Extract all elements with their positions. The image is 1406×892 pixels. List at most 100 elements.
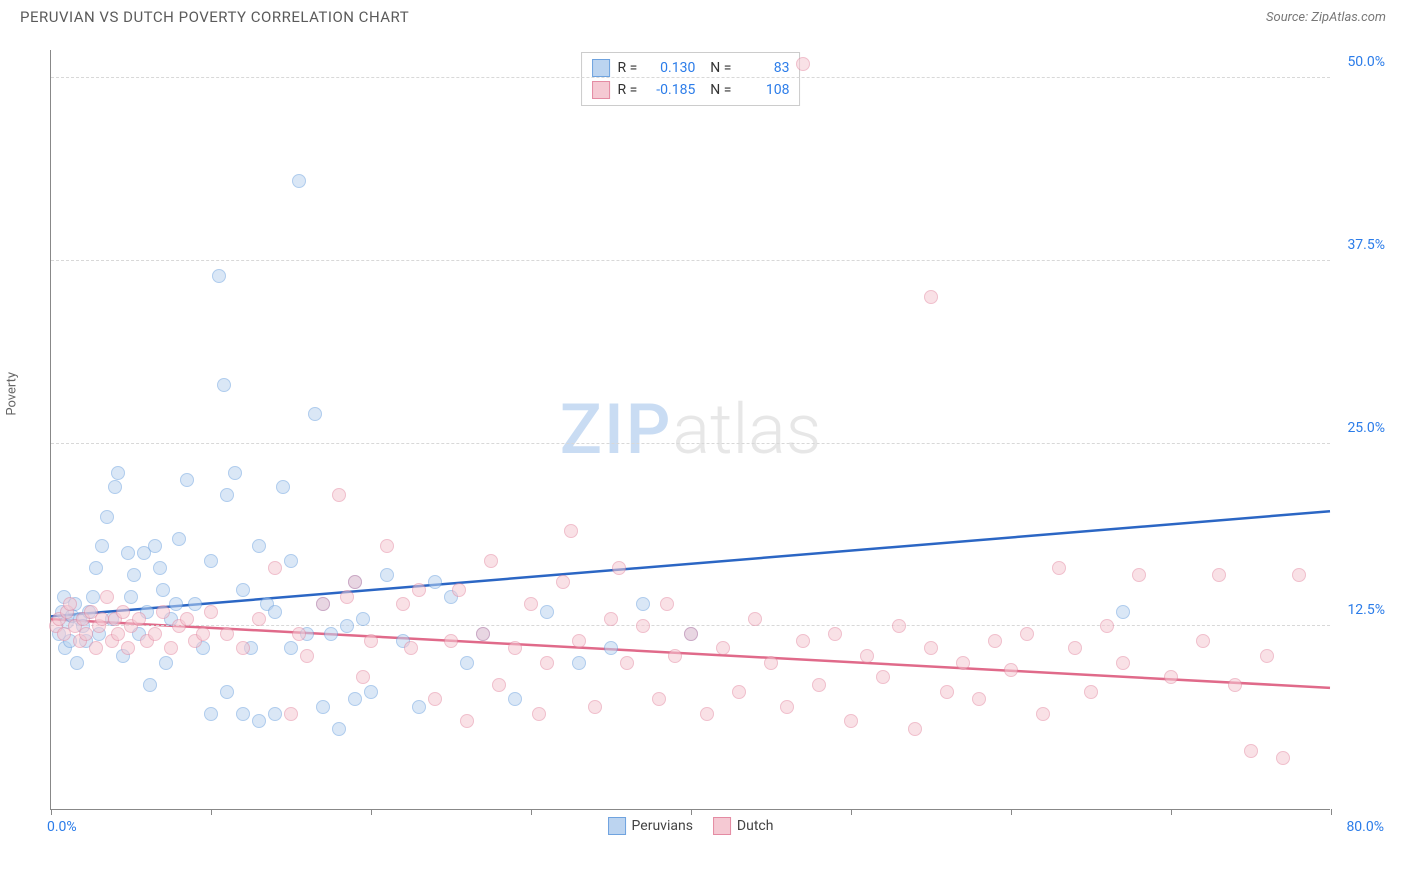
x-tick-mark [1011, 809, 1012, 815]
data-point [1292, 568, 1306, 582]
plot-area: ZIPatlas R =0.130 N =83R =-0.185 N =108 … [50, 50, 1330, 810]
data-point [732, 685, 746, 699]
source-label: Source: ZipAtlas.com [1266, 10, 1386, 25]
data-point [63, 597, 77, 611]
data-point [1068, 641, 1082, 655]
data-point [404, 641, 418, 655]
data-point [111, 466, 125, 480]
legend-swatch [608, 817, 626, 835]
data-point [660, 597, 674, 611]
data-point [268, 605, 282, 619]
data-point [148, 627, 162, 641]
data-point [164, 641, 178, 655]
data-point [268, 707, 282, 721]
data-point [1276, 751, 1290, 765]
legend-row: R =-0.185 N =108 [592, 79, 790, 101]
data-point [340, 590, 354, 604]
data-point [220, 488, 234, 502]
data-point [956, 656, 970, 670]
series-legend: Peruvians Dutch [608, 817, 774, 835]
data-point [364, 685, 378, 699]
data-point [876, 670, 890, 684]
data-point [220, 685, 234, 699]
data-point [86, 590, 100, 604]
data-point [988, 634, 1002, 648]
data-point [572, 656, 586, 670]
legend-row: R =0.130 N =83 [592, 57, 790, 79]
x-axis-min-label: 0.0% [47, 819, 77, 835]
x-tick-mark [691, 809, 692, 815]
x-axis-max-label: 80.0% [1346, 819, 1384, 835]
x-tick-mark [531, 809, 532, 815]
data-point [460, 714, 474, 728]
data-point [556, 575, 570, 589]
data-point [1052, 561, 1066, 575]
data-point [156, 583, 170, 597]
data-point [892, 619, 906, 633]
data-point [204, 605, 218, 619]
data-point [860, 649, 874, 663]
data-point [89, 641, 103, 655]
data-point [924, 641, 938, 655]
data-point [156, 605, 170, 619]
series-name: Dutch [737, 818, 774, 834]
data-point [636, 597, 650, 611]
data-point [1228, 678, 1242, 692]
data-point [308, 407, 322, 421]
y-tick-label: 50.0% [1347, 54, 1385, 70]
data-point [796, 634, 810, 648]
data-point [252, 539, 266, 553]
data-point [380, 539, 394, 553]
y-tick-label: 37.5% [1347, 237, 1385, 253]
data-point [412, 583, 426, 597]
data-point [340, 619, 354, 633]
data-point [684, 627, 698, 641]
data-point [180, 473, 194, 487]
data-point [212, 269, 226, 283]
data-point [508, 641, 522, 655]
data-point [1164, 670, 1178, 684]
data-point [364, 634, 378, 648]
data-point [1100, 619, 1114, 633]
series-legend-item: Dutch [713, 817, 774, 835]
data-point [748, 612, 762, 626]
data-point [1244, 744, 1258, 758]
legend-swatch [713, 817, 731, 835]
data-point [348, 575, 362, 589]
legend-r-value: -0.185 [645, 79, 695, 101]
data-point [284, 554, 298, 568]
data-point [332, 722, 346, 736]
gridline [51, 77, 1330, 78]
data-point [236, 583, 250, 597]
correlation-legend: R =0.130 N =83R =-0.185 N =108 [581, 52, 801, 106]
data-point [284, 641, 298, 655]
data-point [412, 700, 426, 714]
data-point [220, 627, 234, 641]
series-name: Peruvians [632, 818, 693, 834]
data-point [204, 554, 218, 568]
series-legend-item: Peruvians [608, 817, 693, 835]
data-point [636, 619, 650, 633]
data-point [332, 488, 346, 502]
data-point [108, 480, 122, 494]
data-point [604, 612, 618, 626]
data-point [228, 466, 242, 480]
data-point [169, 597, 183, 611]
data-point [172, 532, 186, 546]
data-point [484, 554, 498, 568]
data-point [124, 590, 138, 604]
data-point [844, 714, 858, 728]
legend-swatch [592, 81, 610, 99]
data-point [284, 707, 298, 721]
data-point [100, 510, 114, 524]
trend-lines [51, 50, 1330, 809]
data-point [316, 700, 330, 714]
data-point [700, 707, 714, 721]
data-point [300, 649, 314, 663]
data-point [972, 692, 986, 706]
data-point [276, 480, 290, 494]
data-point [1132, 568, 1146, 582]
chart-container: Poverty ZIPatlas R =0.130 N =83R =-0.185… [20, 30, 1386, 830]
data-point [652, 692, 666, 706]
data-point [620, 656, 634, 670]
